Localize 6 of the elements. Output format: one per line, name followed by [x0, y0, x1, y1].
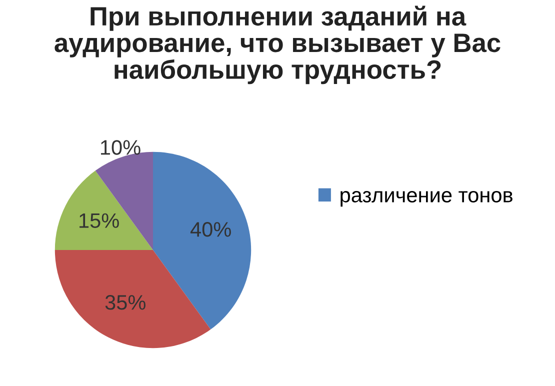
legend-label: различение тонов	[340, 191, 512, 207]
data-label: 15%	[80, 213, 119, 228]
chart-title: При выполнении заданий на аудирование, что вызывает у Вас наибольшую трудность?	[54, 6, 500, 84]
data-label: 35%	[105, 295, 146, 310]
data-label: 10%	[101, 140, 140, 155]
data-label: 40%	[190, 222, 231, 237]
